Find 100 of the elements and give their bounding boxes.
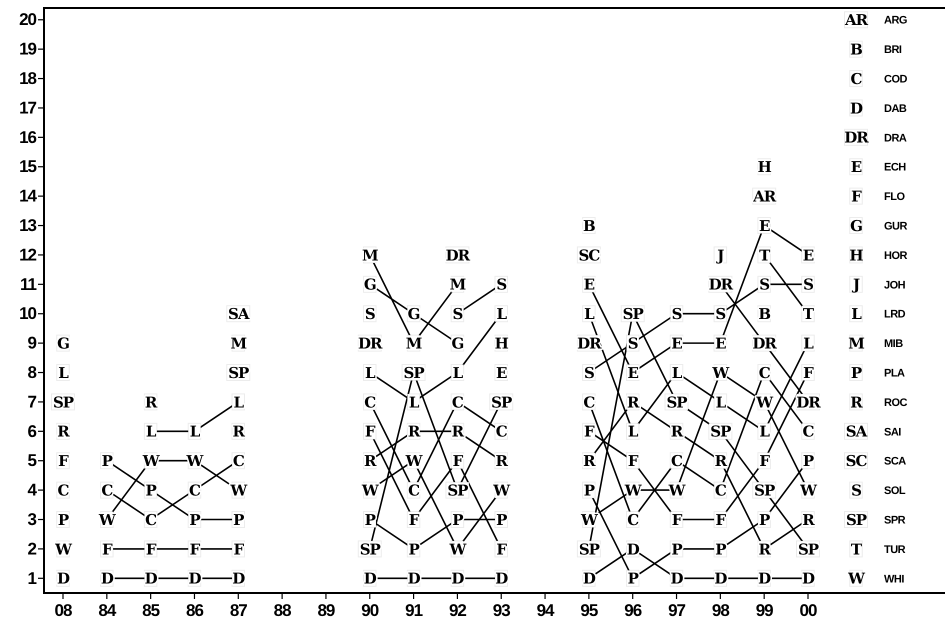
data-label: P	[58, 510, 69, 529]
data-label: R	[57, 422, 70, 441]
data-label: W	[229, 482, 248, 500]
data-label: P	[364, 510, 376, 529]
y-tick-label: 19	[19, 40, 37, 59]
y-tick-label: 4	[28, 480, 38, 500]
legend-label: ECH	[884, 162, 906, 174]
data-label: D	[232, 570, 246, 588]
data-label: L	[452, 364, 464, 382]
data-label: S	[452, 305, 462, 324]
data-label: S	[803, 276, 814, 294]
x-tick-label: 89	[317, 601, 335, 620]
legend-label: JOH	[884, 279, 906, 292]
data-label: C	[101, 482, 114, 500]
data-label: F	[716, 510, 727, 529]
data-label: D	[802, 570, 815, 588]
data-label: W	[711, 364, 730, 382]
data-label: C	[364, 393, 376, 412]
data-label: L	[584, 305, 596, 324]
x-tick-label: 86	[186, 601, 204, 620]
legend-label: DRA	[884, 132, 907, 144]
data-label: R	[626, 393, 640, 412]
data-label: W	[580, 510, 599, 529]
data-label: W	[668, 482, 687, 500]
data-label: L	[759, 422, 770, 441]
data-label: F	[190, 540, 201, 558]
legend-label: HOR	[884, 250, 908, 262]
data-label: S	[672, 305, 682, 324]
y-tick-label: 10	[19, 304, 37, 324]
data-label: L	[628, 422, 639, 441]
data-label: D	[495, 570, 508, 588]
legend-label: PLA	[884, 367, 906, 380]
data-label: L	[672, 364, 683, 382]
data-label: C	[408, 482, 420, 500]
text: D	[850, 99, 862, 118]
data-label: P	[102, 452, 113, 470]
data-label: DR	[752, 334, 778, 353]
text: M	[848, 334, 864, 353]
data-label: S	[584, 364, 594, 382]
data-label: M	[450, 276, 466, 294]
y-tick-label: 2	[28, 539, 37, 558]
text: C	[850, 70, 862, 88]
data-label: S	[364, 305, 375, 324]
data-label: W	[799, 482, 818, 500]
data-label: F	[364, 422, 376, 441]
data-label: R	[452, 422, 465, 441]
data-label: E	[802, 246, 814, 264]
data-label: D	[451, 570, 464, 588]
text: SC	[846, 452, 866, 470]
data-label: D	[144, 570, 158, 588]
data-label: D	[56, 570, 70, 588]
legend-label: BRI	[884, 44, 902, 56]
data-label: F	[452, 452, 464, 470]
data-label: E	[715, 334, 726, 353]
data-label: G	[408, 305, 420, 324]
x-tick-label: 94	[536, 601, 556, 620]
data-label: R	[408, 422, 421, 441]
text: P	[850, 364, 862, 382]
text: W	[848, 570, 864, 588]
data-label: L	[496, 305, 508, 324]
data-label: L	[146, 422, 157, 441]
y-tick-label: 1	[28, 568, 37, 588]
data-label: W	[448, 540, 468, 558]
data-label: L	[803, 334, 814, 353]
x-tick-label: 97	[668, 601, 686, 620]
x-tick-label: 96	[624, 601, 642, 620]
y-tick-label: 5	[28, 451, 37, 470]
data-label: AR	[752, 188, 777, 206]
data-label: D	[758, 570, 772, 588]
data-label: F	[496, 540, 508, 558]
data-label: W	[142, 452, 161, 470]
data-label: J	[715, 246, 724, 264]
data-label: SP	[666, 393, 688, 412]
legend-label: DAB	[884, 102, 907, 115]
data-label: P	[715, 540, 726, 558]
data-label: F	[672, 510, 683, 529]
data-label: P	[671, 540, 682, 558]
text: F	[851, 188, 861, 206]
data-label: R	[144, 393, 158, 412]
data-label: C	[145, 510, 158, 529]
data-label: L	[234, 393, 245, 412]
text: DR	[844, 128, 868, 147]
data-label: SP	[491, 393, 512, 412]
data-label: G	[364, 276, 376, 294]
x-tick-label: 88	[274, 601, 292, 620]
text: AR	[844, 11, 868, 30]
text: SA	[846, 422, 866, 441]
data-label: C	[671, 452, 684, 470]
data-label: R	[364, 452, 378, 470]
x-tick-label: 90	[361, 601, 379, 620]
data-label: F	[584, 422, 596, 441]
text: J	[852, 276, 860, 294]
data-label: C	[627, 510, 640, 529]
data-label: P	[452, 510, 464, 529]
data-label: P	[146, 482, 157, 500]
data-label: W	[360, 482, 380, 500]
text: SP	[846, 510, 866, 529]
data-label: F	[146, 540, 157, 558]
data-label: D	[188, 570, 202, 588]
legend-label: COD	[884, 74, 908, 86]
